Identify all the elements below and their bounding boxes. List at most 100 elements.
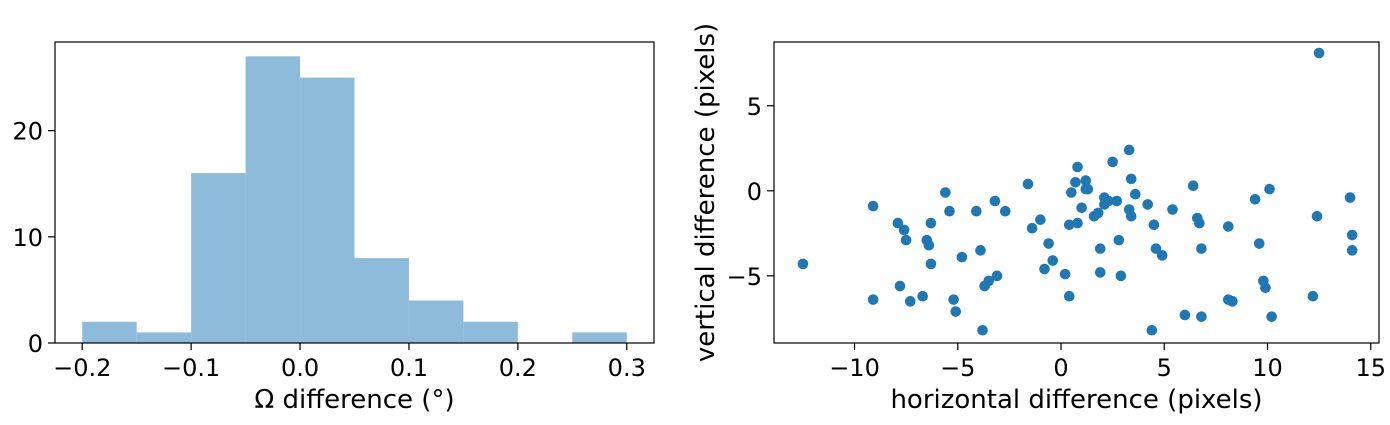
scatter-point-2 [867,294,879,305]
scatter-x-ticks: −10 −5 0 5 10 15 [829,343,1386,382]
scatter-point-10 [923,239,935,251]
scatter-point-11 [925,217,937,229]
scatter-point-4 [898,224,910,236]
histogram-x-ticks: −0.2 −0.1 0.0 0.1 0.2 0.3 [53,343,646,382]
scatter-point-69 [1196,311,1207,322]
scatter-point-22 [983,275,995,287]
scatter-panel: −10 −5 0 5 10 15 −5 0 5 horizontal difference (… [691,23,1386,415]
scatter-point-52 [1113,234,1125,246]
scatter-point-61 [1148,219,1160,231]
scatter-point-39 [1076,202,1087,214]
scatter-point-30 [1043,238,1054,249]
scatter-point-25 [999,205,1011,217]
scatter-point-29 [1039,263,1050,275]
scatter-point-20 [977,324,988,336]
scatter-point-1 [867,200,879,212]
histogram-y-ticks: 0 10 20 [12,118,55,358]
histogram-bar-9 [572,332,627,343]
scatter-point-80 [1307,290,1319,302]
histogram-bar-4 [300,77,355,343]
scatter-point-82 [1313,47,1325,59]
scatter-point-7 [904,296,916,307]
histogram-y-tick-label: 0 [28,330,43,358]
histogram-bar-3 [245,56,301,343]
scatter-point-19 [975,245,986,256]
histogram-bar-0 [82,321,137,343]
histogram-x-tick-label: 0.2 [499,354,537,382]
scatter-point-62 [1150,243,1162,254]
scatter-point-38 [1072,217,1083,229]
scatter-point-33 [1063,290,1075,302]
scatter-point-45 [1094,267,1106,278]
histogram-x-tick-label: −0.1 [162,354,220,382]
scatter-y-tick-label: 0 [747,178,762,206]
scatter-point-81 [1311,211,1323,222]
scatter-point-51 [1111,195,1123,207]
scatter-point-15 [948,294,959,305]
scatter-point-63 [1156,250,1168,261]
scatter-x-tick-label: −5 [940,354,975,382]
scatter-point-50 [1107,156,1118,168]
scatter-y-ticks: −5 0 5 [727,93,774,291]
scatter-point-78 [1264,183,1275,195]
scatter-point-68 [1194,217,1205,229]
scatter-y-axis-label: vertical difference (pixels) [691,23,721,362]
scatter-y-tick-label: −5 [727,263,762,291]
scatter-point-70 [1196,243,1207,254]
scatter-point-84 [1346,229,1358,241]
scatter-point-32 [1059,268,1071,280]
scatter-point-34 [1063,219,1075,231]
scatter-x-tick-label: −10 [829,354,880,382]
scatter-x-tick-label: 5 [1157,354,1172,382]
scatter-point-56 [1125,173,1137,185]
scatter-point-26 [1022,178,1034,190]
scatter-point-42 [1082,183,1094,195]
scatter-point-79 [1266,311,1277,322]
histogram-x-tick-label: −0.2 [53,354,111,382]
scatter-point-85 [1346,245,1358,256]
histogram-bar-5 [354,258,409,343]
scatter-point-3 [892,217,904,229]
scatter-point-74 [1249,194,1261,205]
scatter-point-46 [1094,243,1106,254]
scatter-point-44 [1092,207,1104,219]
scatter-point-31 [1047,255,1059,266]
scatter-point-23 [989,195,1001,207]
histogram-x-tick-label: 0.0 [281,354,319,382]
histogram-y-tick-label: 20 [12,118,43,146]
histogram-y-tick-label: 10 [12,224,43,252]
scatter-point-40 [1080,175,1092,186]
scatter-point-58 [1130,188,1141,200]
scatter-point-66 [1187,180,1199,191]
scatter-point-28 [1035,214,1046,226]
scatter-point-49 [1103,195,1114,207]
scatter-point-53 [1115,270,1127,282]
scatter-point-57 [1125,211,1137,222]
histogram-bars [82,56,627,343]
scatter-point-16 [950,306,962,317]
scatter-point-18 [971,205,982,217]
scatter-x-tick-label: 0 [1053,354,1068,382]
scatter-point-17 [956,251,968,263]
scatter-point-75 [1253,238,1265,249]
scatter-point-60 [1146,324,1158,336]
histogram-bar-6 [408,300,464,343]
scatter-point-65 [1179,309,1191,321]
scatter-y-tick-label: 5 [747,93,762,121]
scatter-x-tick-label: 15 [1355,354,1386,382]
scatter-point-54 [1123,144,1135,156]
scatter-point-14 [944,205,955,217]
scatter-axes-frame [773,41,1380,344]
scatter-point-5 [900,234,912,246]
scatter-point-12 [925,258,937,270]
scatter-points [797,47,1358,336]
scatter-point-64 [1167,204,1178,215]
scatter-point-83 [1344,192,1356,203]
scatter-point-27 [1026,222,1038,234]
histogram-x-axis-label: Ω difference (°) [254,385,454,415]
histogram-bar-1 [136,332,192,343]
histogram-x-tick-label: 0.1 [390,354,428,382]
scatter-x-axis-label: horizontal difference (pixels) [890,385,1262,415]
scatter-point-72 [1222,221,1234,232]
scatter-point-6 [894,280,906,292]
